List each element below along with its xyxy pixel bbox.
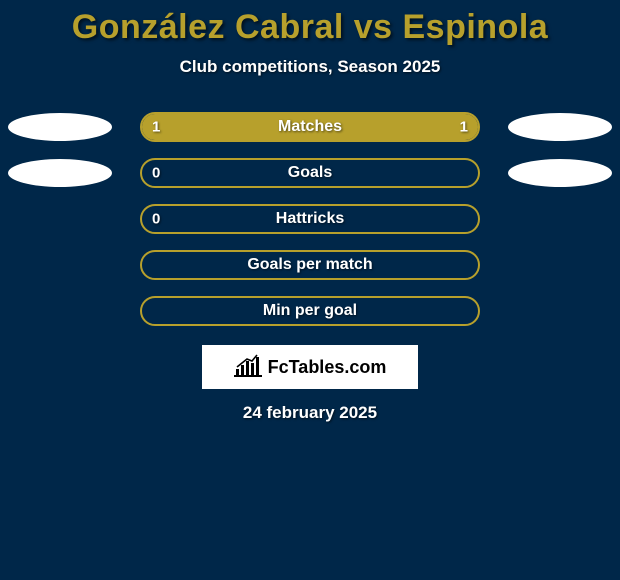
- player-left-ellipse: [8, 159, 112, 187]
- player-left-ellipse: [8, 113, 112, 141]
- stat-label: Min per goal: [263, 302, 357, 320]
- stat-label: Goals per match: [247, 256, 372, 274]
- page-subtitle: Club competitions, Season 2025: [0, 57, 620, 77]
- stat-bar-track: Min per goal: [140, 296, 480, 326]
- stat-row: Goals 0: [0, 153, 620, 199]
- stat-value-left: 0: [152, 165, 160, 182]
- stat-value-left: 1: [152, 119, 160, 136]
- player-right-ellipse: [508, 113, 612, 141]
- player-right-ellipse: [508, 159, 612, 187]
- stat-value-right: 1: [460, 119, 468, 136]
- stat-label: Hattricks: [276, 210, 344, 228]
- brand-badge: FcTables.com: [202, 345, 418, 389]
- stat-bar-track: Matches 1 1: [140, 112, 480, 142]
- stat-row: Hattricks 0: [0, 199, 620, 245]
- page-title: González Cabral vs Espinola: [0, 8, 620, 47]
- stat-label: Goals: [288, 164, 332, 182]
- stat-row: Min per goal: [0, 291, 620, 337]
- stat-value-left: 0: [152, 211, 160, 228]
- comparison-infographic: González Cabral vs Espinola Club competi…: [0, 0, 620, 580]
- stat-bar-track: Goals 0: [140, 158, 480, 188]
- date-label: 24 february 2025: [0, 403, 620, 423]
- stat-bar-track: Goals per match: [140, 250, 480, 280]
- stat-rows: Matches 1 1 Goals 0 Hattricks 0 Goals per match…: [0, 107, 620, 337]
- stat-row: Matches 1 1: [0, 107, 620, 153]
- brand-name: FcTables.com: [268, 357, 387, 378]
- stat-label: Matches: [278, 118, 342, 136]
- stat-row: Goals per match: [0, 245, 620, 291]
- stat-bar-track: Hattricks 0: [140, 204, 480, 234]
- brand-chart-icon: [234, 353, 262, 382]
